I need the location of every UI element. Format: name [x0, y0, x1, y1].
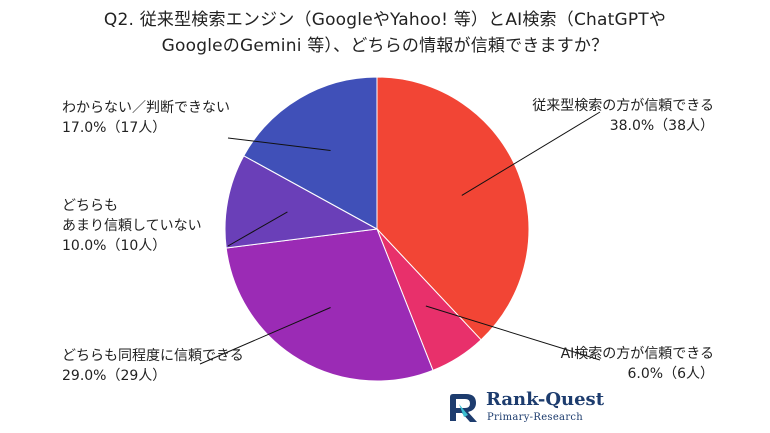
slice-3-value: 10.0%（10人） [62, 238, 167, 254]
slice-1-value: 6.0%（6人） [627, 366, 714, 382]
leader-line-2 [199, 307, 331, 365]
pie-slice-2 [225, 228, 434, 382]
label-slice-0: 従来型検索の方が信頼できる 38.0%（38人） [532, 96, 714, 136]
rank-quest-logo-icon [450, 394, 477, 422]
slice-2-value: 29.0%（29人） [62, 368, 167, 384]
leader-line-0 [461, 111, 601, 196]
chart-title-line-1: Q2. 従来型検索エンジン（GoogleやYahoo! 等）とAI検索（Chat… [103, 10, 667, 30]
chart-title-line-2: GoogleのGemini 等）、どちらの情報が信頼できますか？ [161, 36, 609, 56]
leader-line-3 [227, 211, 288, 247]
rank-quest-logo: Rank-Quest Primary-Research [446, 388, 606, 428]
pie-slice-3 [224, 155, 379, 249]
label-slice-1: AI検索の方が信頼できる 6.0%（6人） [561, 344, 714, 384]
slice-0-value: 38.0%（38人） [609, 118, 714, 134]
slice-4-value: 17.0%（17人） [62, 120, 167, 136]
logo-subtitle: Primary-Research [487, 412, 584, 423]
pie-slice-0 [376, 76, 530, 341]
chart-title: Q2. 従来型検索エンジン（GoogleやYahoo! 等）とAI検索（Chat… [0, 7, 770, 59]
leader-line-1 [425, 305, 601, 361]
leader-line-4 [227, 137, 331, 151]
pie-slice-4 [243, 76, 378, 230]
slice-3-label: どちらも あまり信頼していない [62, 198, 202, 234]
slice-0-label: 従来型検索の方が信頼できる [532, 98, 714, 114]
logo-name: Rank-Quest [486, 389, 605, 410]
label-slice-4: わからない／判断できない 17.0%（17人） [62, 98, 230, 138]
label-slice-2: どちらも同程度に信頼できる 29.0%（29人） [62, 346, 244, 386]
label-slice-3: どちらも あまり信頼していない 10.0%（10人） [62, 196, 202, 256]
slice-1-label: AI検索の方が信頼できる [560, 346, 714, 362]
slice-4-label: わからない／判断できない [62, 100, 230, 116]
slice-2-label: どちらも同程度に信頼できる [62, 348, 244, 364]
